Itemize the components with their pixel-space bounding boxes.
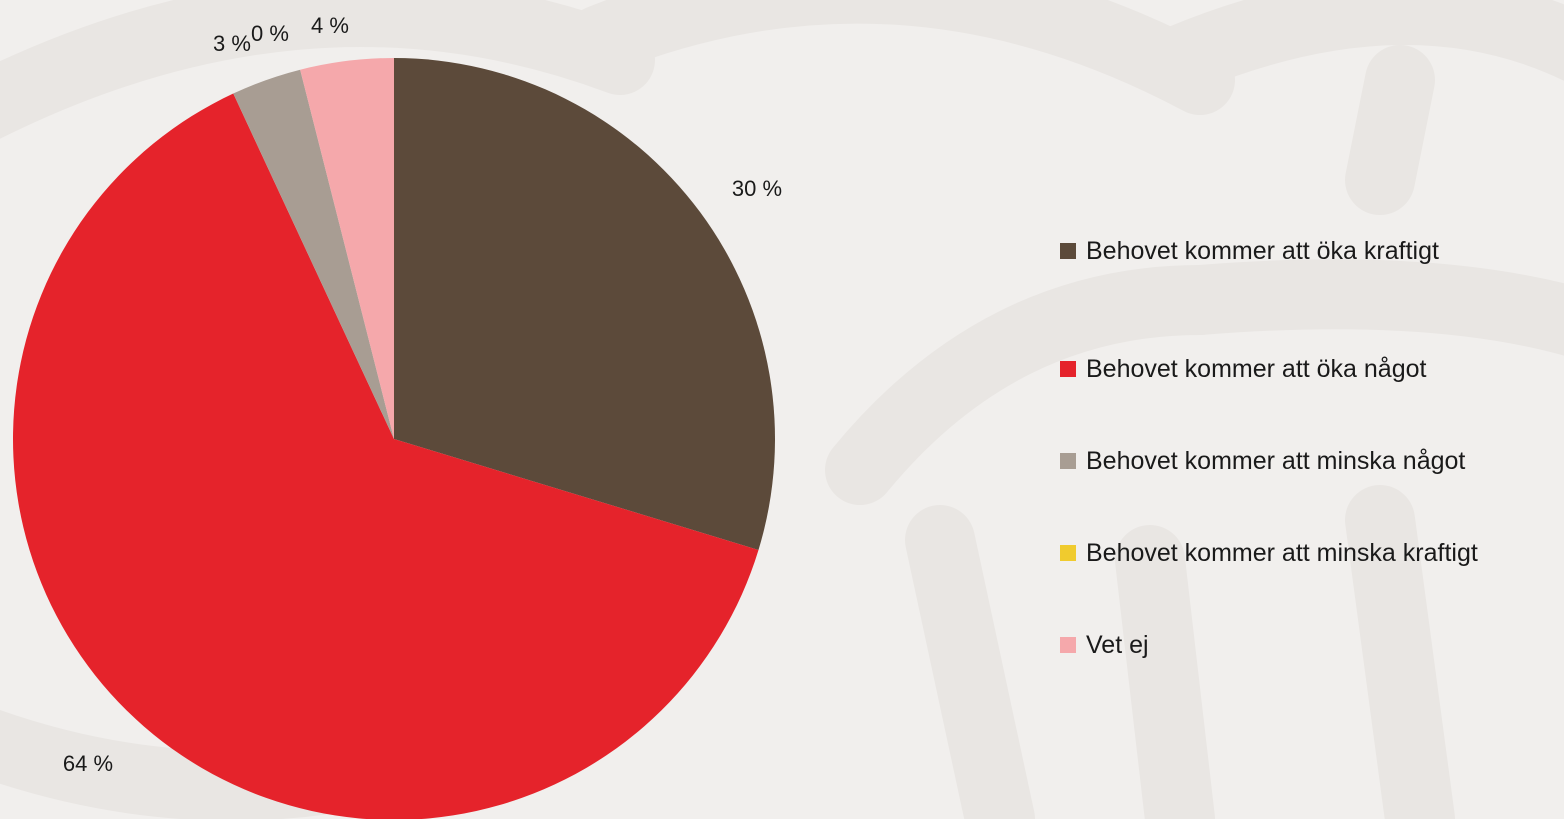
pie-slice bbox=[300, 58, 394, 439]
legend-label: Behovet kommer att öka kraftigt bbox=[1086, 236, 1439, 265]
data-label: 64 % bbox=[63, 751, 113, 776]
pie-slice bbox=[394, 58, 775, 550]
data-label: 0 % bbox=[251, 21, 289, 46]
legend-label: Vet ej bbox=[1086, 630, 1149, 659]
legend-item: Behovet kommer att öka kraftigt bbox=[1060, 231, 1478, 271]
data-label: 4 % bbox=[311, 13, 349, 38]
legend-swatch bbox=[1060, 545, 1076, 561]
legend: Behovet kommer att öka kraftigt Behovet k… bbox=[1060, 231, 1478, 691]
legend-label: Behovet kommer att minska något bbox=[1086, 446, 1466, 475]
data-label: 3 % bbox=[213, 31, 251, 56]
legend-item: Vet ej bbox=[1060, 599, 1478, 691]
pie-slice bbox=[233, 69, 394, 440]
legend-swatch bbox=[1060, 361, 1076, 377]
data-label: 30 % bbox=[732, 176, 782, 201]
pie-slices bbox=[13, 58, 775, 819]
legend-label: Behovet kommer att minska kraftigt bbox=[1086, 538, 1478, 567]
legend-swatch bbox=[1060, 637, 1076, 653]
legend-swatch bbox=[1060, 243, 1076, 259]
pie-data-labels: 30 % 64 % 3 % 0 % 4 % bbox=[63, 13, 782, 776]
legend-item: Behovet kommer att minska kraftigt bbox=[1060, 507, 1478, 599]
legend-swatch bbox=[1060, 453, 1076, 469]
legend-label: Behovet kommer att öka något bbox=[1086, 354, 1427, 383]
legend-item: Behovet kommer att öka något bbox=[1060, 323, 1478, 415]
pie-slice bbox=[13, 93, 759, 819]
legend-item: Behovet kommer att minska något bbox=[1060, 415, 1478, 507]
